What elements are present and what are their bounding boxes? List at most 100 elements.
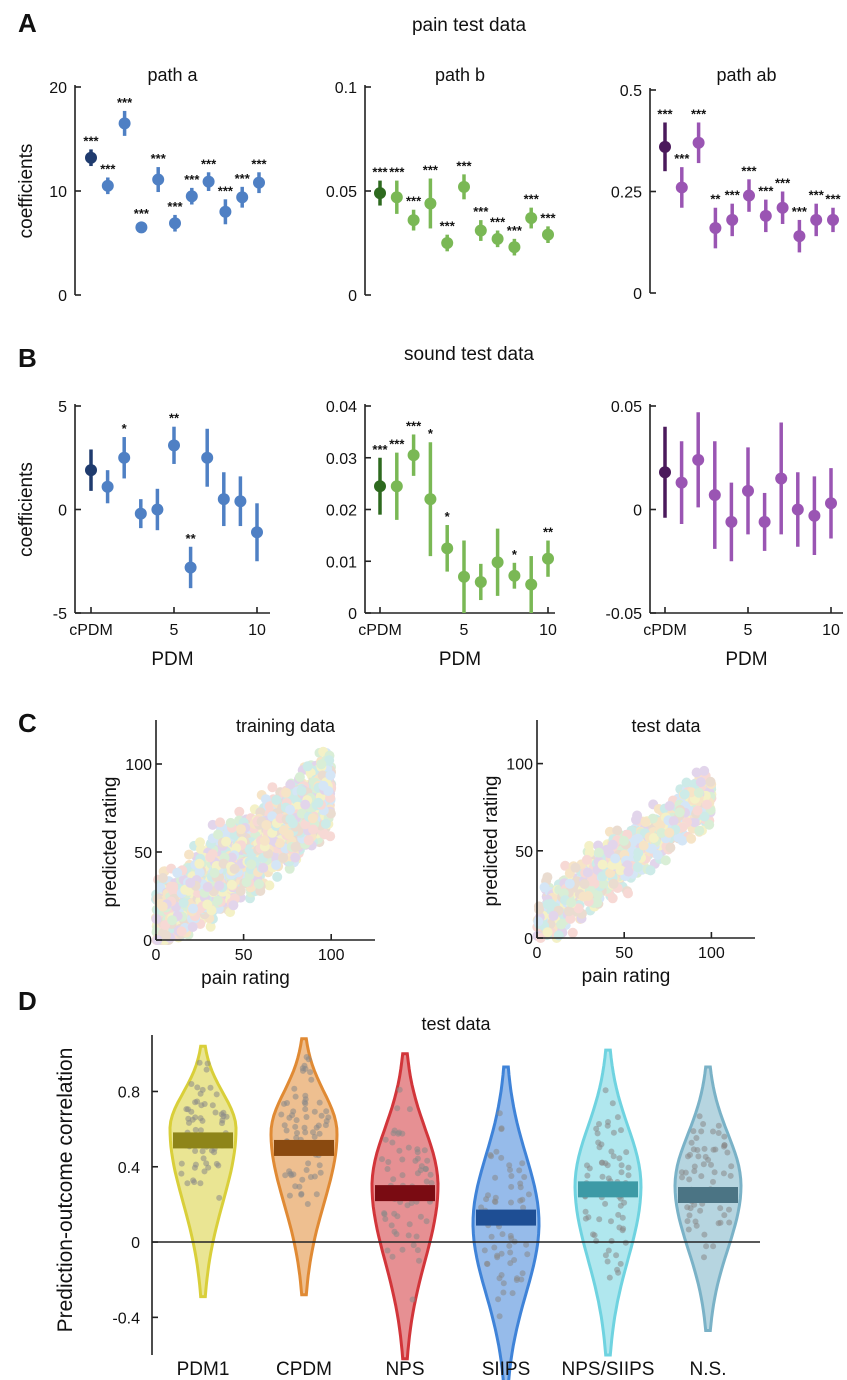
scatter-point: [311, 777, 322, 788]
scatter-point: [296, 824, 307, 835]
y-tick-label: 0.03: [326, 451, 357, 468]
x-tick-label: 100: [318, 947, 345, 964]
violin-dot: [684, 1204, 691, 1211]
scatter-point: [248, 861, 259, 871]
scatter-point: [158, 882, 169, 893]
scatter-point: [224, 898, 235, 909]
scatter-point: [610, 853, 621, 864]
significance-stars: ***: [406, 194, 422, 209]
scatter-point: [287, 798, 298, 809]
scatter-point: [664, 827, 675, 838]
scatter-point: [236, 823, 247, 834]
scatter-point: [323, 805, 334, 816]
violin-dot: [389, 1253, 396, 1260]
scatter-point: [248, 865, 259, 876]
scatter-point: [317, 826, 328, 837]
data-point: [508, 241, 521, 254]
scatter-point: [323, 762, 334, 773]
panel-letter-D: D: [18, 986, 37, 1016]
plot-title-A3: path ab: [716, 65, 776, 85]
scatter-point: [320, 766, 331, 777]
y-axis-label: predicted rating: [100, 777, 121, 908]
violin-dot: [307, 1174, 314, 1180]
scatter-point: [193, 917, 204, 928]
scatter-point: [564, 878, 575, 889]
data-point: [542, 552, 554, 565]
scatter-point: [321, 775, 332, 785]
scatter-point: [317, 788, 328, 799]
scatter-point: [229, 873, 239, 884]
violin-dot: [192, 1126, 199, 1133]
scatter-point: [289, 826, 299, 837]
scatter-point: [177, 889, 188, 899]
scatter-point: [225, 848, 236, 859]
scatter-point: [197, 859, 208, 870]
violin-dot: [317, 1169, 324, 1176]
scatter-point: [325, 780, 336, 791]
scatter-point: [245, 847, 256, 858]
scatter-point: [157, 904, 168, 915]
scatter-point: [318, 780, 329, 791]
x-tick-label: 0: [152, 947, 161, 964]
scatter-point: [300, 799, 311, 810]
scatter-point: [158, 922, 169, 933]
scatter-point: [321, 812, 332, 823]
violin-dot: [596, 1121, 602, 1127]
scatter-point: [262, 851, 273, 862]
scatter-point: [271, 816, 282, 827]
scatter-point: [314, 747, 325, 758]
violin-dot: [423, 1218, 430, 1225]
scatter-point: [302, 764, 313, 775]
scatter-point: [248, 843, 259, 854]
scatter-point: [218, 898, 229, 909]
scatter-point: [321, 805, 332, 816]
data-point: [776, 201, 789, 214]
scatter-point: [264, 834, 274, 844]
scatter-point: [175, 899, 186, 910]
scatter-point: [316, 810, 327, 820]
scatter-point: [307, 804, 318, 814]
scatter-point: [593, 847, 604, 858]
scatter-point: [205, 887, 216, 898]
scatter-point: [159, 910, 170, 921]
violin-dot: [595, 1139, 602, 1146]
scatter-point: [172, 926, 183, 937]
scatter-point: [245, 853, 256, 864]
scatter-point: [184, 866, 195, 877]
scatter-point: [209, 868, 220, 879]
scatter-point: [322, 783, 333, 794]
y-axis-label: predicted rating: [481, 776, 502, 907]
scatter-point: [607, 893, 618, 904]
scatter-point: [177, 889, 188, 900]
x-axis-label: PDM: [151, 649, 193, 670]
scatter-point: [165, 883, 176, 894]
x-tick-label: cPDM: [358, 622, 402, 639]
scatter-point: [278, 829, 289, 840]
scatter-point: [216, 824, 226, 835]
scatter-point: [222, 856, 233, 867]
scatter-point: [243, 855, 254, 866]
violin-dot: [617, 1260, 624, 1267]
scatter-point: [159, 898, 170, 909]
scatter-point: [299, 814, 309, 824]
scatter-point: [240, 865, 251, 876]
scatter-point: [292, 809, 303, 820]
violin-dot: [685, 1226, 692, 1233]
scatter-point: [296, 800, 306, 811]
significance-stars: ***: [423, 163, 439, 178]
scatter-point: [252, 863, 263, 874]
scatter-point: [311, 813, 321, 824]
scatter-point: [250, 886, 261, 897]
scatter-point: [280, 835, 291, 846]
scatter-point: [195, 837, 205, 848]
scatter-point: [230, 861, 240, 872]
scatter-point: [163, 876, 174, 887]
y-tick-label: 0.4: [118, 1160, 140, 1177]
violin-dot: [183, 1106, 190, 1113]
scatter-point: [681, 777, 692, 788]
scatter-point: [156, 929, 167, 940]
scatter-point: [208, 889, 219, 900]
scatter-point: [314, 810, 324, 821]
scatter-point: [315, 788, 326, 798]
scatter-point: [212, 872, 223, 883]
